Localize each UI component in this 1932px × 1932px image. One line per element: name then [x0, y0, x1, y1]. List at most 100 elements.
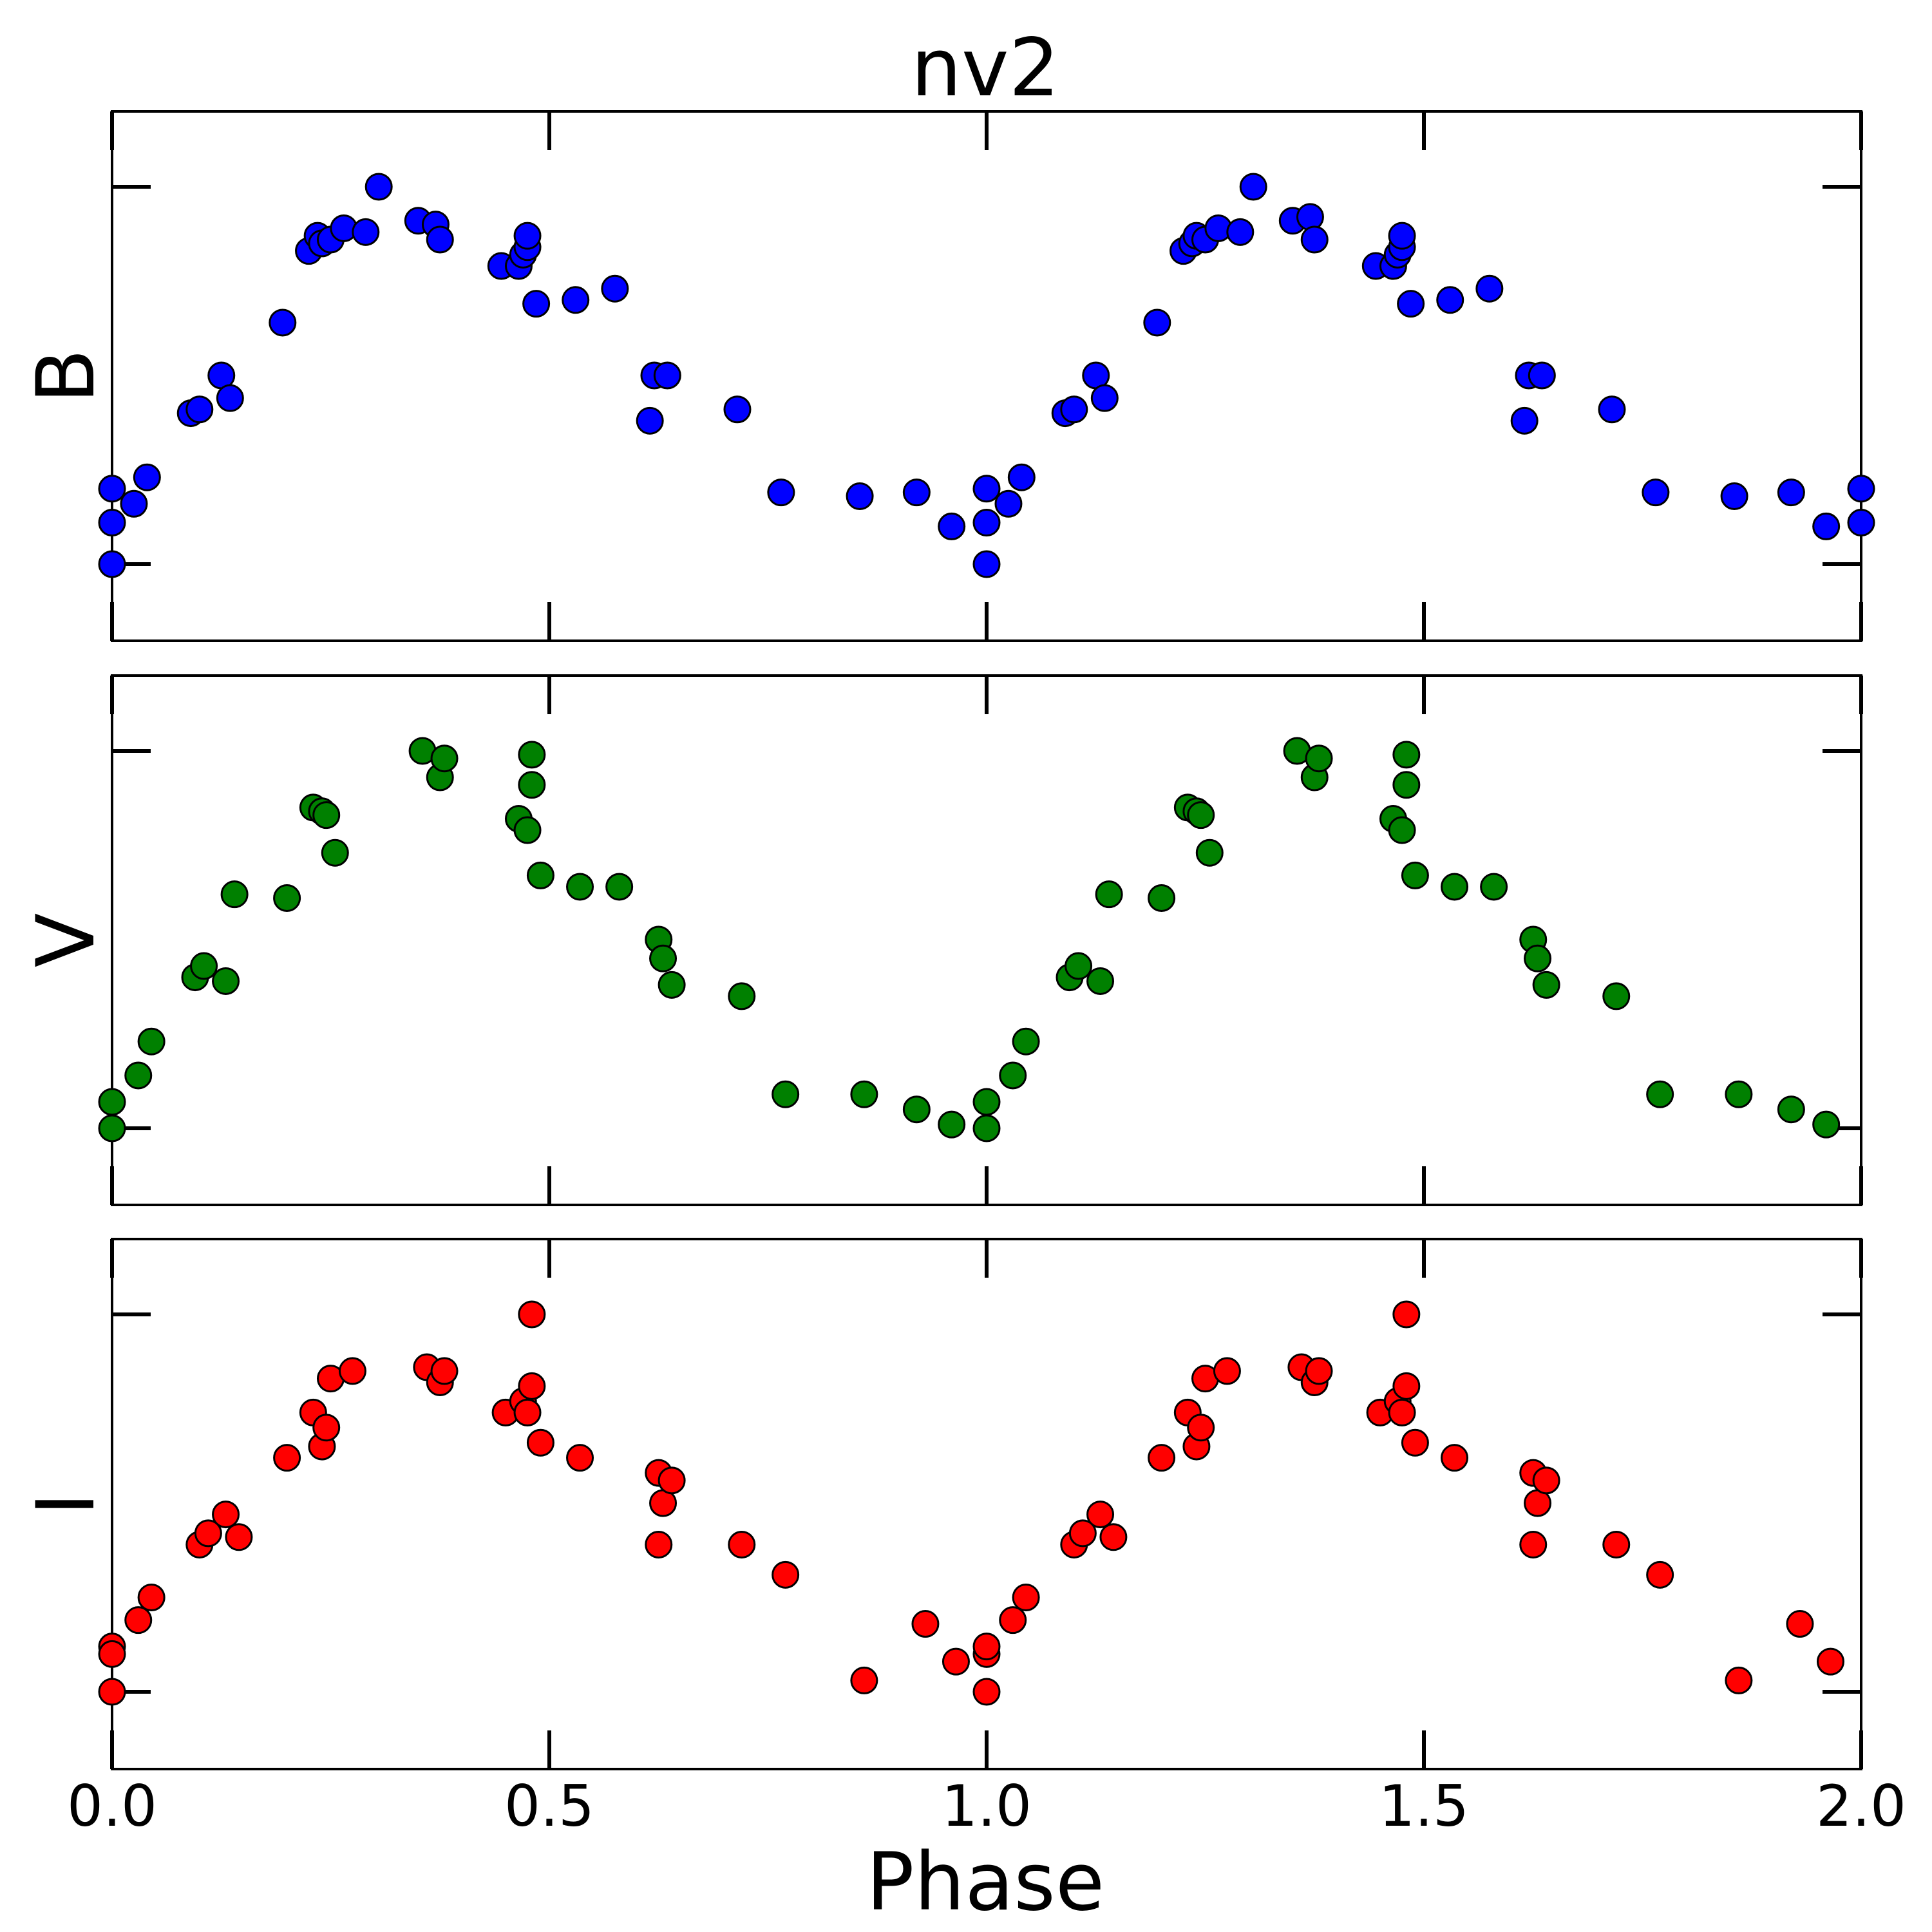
data-point-B: [1528, 361, 1556, 390]
data-point-I: [513, 1398, 542, 1426]
data-point-B: [1239, 173, 1267, 201]
data-point-B: [1475, 274, 1504, 303]
data-point-B: [902, 478, 931, 507]
data-point-B: [1090, 384, 1119, 412]
data-point-V: [220, 880, 249, 909]
data-point-I: [1187, 1414, 1215, 1442]
data-point-B: [352, 218, 380, 246]
data-point-B: [1777, 478, 1805, 507]
data-point-I: [1012, 1584, 1040, 1611]
data-point-I: [911, 1610, 940, 1638]
data-point-B: [1436, 286, 1464, 314]
data-point-B: [767, 478, 795, 507]
data-point-V: [1187, 801, 1215, 829]
x-tick-label: 0.0: [67, 1773, 157, 1839]
data-point-V: [518, 741, 546, 769]
data-point-B: [601, 274, 629, 303]
data-point-V: [772, 1080, 800, 1108]
data-point-I: [430, 1357, 459, 1385]
data-point-B: [513, 222, 542, 250]
data-point-I: [1519, 1530, 1548, 1558]
data-point-B: [1812, 512, 1841, 540]
data-point-I: [1392, 1300, 1421, 1329]
data-point-B: [1300, 225, 1329, 254]
data-point-V: [312, 801, 341, 829]
data-point-I: [1068, 1519, 1097, 1548]
panel-V: V: [20, 674, 1863, 1206]
data-point-V: [1086, 967, 1115, 995]
data-point-B: [216, 384, 244, 412]
data-point-I: [972, 1633, 1001, 1661]
data-point-B: [522, 290, 551, 318]
data-point-I: [1786, 1610, 1814, 1638]
data-point-B: [185, 395, 214, 424]
data-point-V: [98, 1088, 126, 1116]
chart-title: nv2: [911, 22, 1060, 115]
data-point-I: [1213, 1357, 1241, 1385]
data-point-B: [1296, 203, 1324, 231]
data-point-V: [1646, 1080, 1674, 1108]
data-point-V: [273, 884, 301, 913]
data-point-V: [1392, 741, 1421, 769]
data-point-I: [124, 1606, 153, 1634]
y-axis-label-I: I: [20, 1492, 113, 1516]
data-point-V: [566, 873, 594, 901]
data-point-B: [1847, 475, 1875, 503]
data-point-V: [649, 944, 677, 972]
data-point-I: [999, 1606, 1027, 1634]
data-point-V: [658, 971, 686, 999]
data-point-V: [1777, 1095, 1805, 1124]
data-point-I: [212, 1501, 240, 1529]
data-point-V: [1305, 744, 1333, 773]
data-point-I: [728, 1530, 756, 1558]
data-point-V: [1524, 944, 1552, 972]
data-point-B: [1598, 395, 1626, 424]
data-point-V: [190, 952, 218, 980]
data-point-V: [1441, 873, 1469, 901]
data-point-B: [98, 550, 126, 578]
data-point-V: [430, 744, 459, 773]
data-point-I: [658, 1466, 686, 1495]
data-point-V: [137, 1027, 166, 1056]
data-point-I: [225, 1523, 253, 1551]
data-point-V: [1388, 816, 1416, 844]
data-point-I: [1441, 1444, 1469, 1472]
data-point-I: [942, 1647, 970, 1676]
data-point-I: [1305, 1357, 1333, 1385]
data-point-B: [98, 509, 126, 537]
y-axis-label-B: B: [20, 348, 113, 403]
data-point-V: [526, 861, 554, 889]
data-point-B: [1397, 290, 1425, 318]
data-point-B: [365, 173, 393, 201]
data-point-B: [133, 463, 161, 491]
data-point-V: [1812, 1110, 1841, 1139]
data-point-B: [1847, 509, 1875, 537]
data-point-B: [994, 489, 1023, 518]
data-point-B: [972, 509, 1001, 537]
x-tick-label: 1.0: [942, 1773, 1032, 1839]
data-point-I: [273, 1444, 301, 1472]
data-point-V: [124, 1061, 153, 1090]
data-point-B: [972, 475, 1001, 503]
data-point-V: [98, 1114, 126, 1142]
data-point-I: [772, 1560, 800, 1589]
data-point-I: [98, 1640, 126, 1668]
data-point-B: [723, 395, 752, 424]
data-point-B: [1143, 308, 1171, 337]
data-point-I: [312, 1414, 341, 1442]
data-point-V: [1532, 971, 1560, 999]
data-point-I: [518, 1372, 546, 1400]
data-point-I: [1388, 1398, 1416, 1426]
data-point-V: [972, 1114, 1001, 1142]
data-point-B: [1226, 218, 1255, 246]
data-point-B: [938, 512, 966, 540]
data-point-I: [518, 1300, 546, 1329]
data-point-I: [98, 1678, 126, 1706]
data-point-I: [1532, 1466, 1560, 1495]
data-point-V: [850, 1080, 878, 1108]
x-tick-label: 0.5: [504, 1773, 594, 1839]
data-point-I: [972, 1678, 1001, 1706]
data-point-V: [902, 1095, 931, 1124]
data-point-V: [938, 1110, 966, 1139]
